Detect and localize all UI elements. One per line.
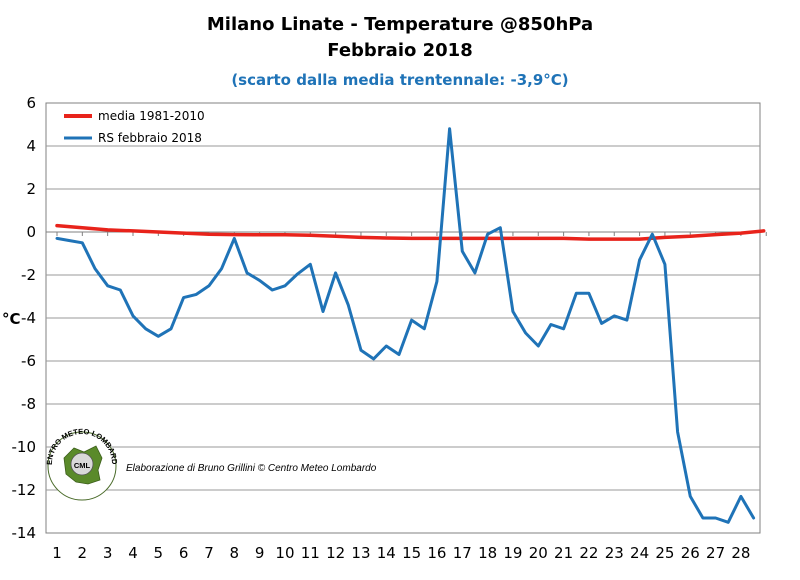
x-tick-label: 19 [503, 544, 522, 562]
x-tick-label: 5 [154, 544, 164, 562]
x-tick-label: 23 [605, 544, 624, 562]
x-tick-label: 15 [402, 544, 421, 562]
x-tick-label: 14 [377, 544, 396, 562]
y-tick-label: -12 [12, 481, 37, 499]
x-tick-label: 28 [731, 544, 750, 562]
x-axis-tick-labels: 1 2 3 4 5 6 7 8 9 10 11 12 13 14 15 16 17 18 19 20 21 22 23 24 2… [52, 544, 750, 562]
y-tick-label: 6 [26, 94, 36, 112]
x-tick-label: 27 [706, 544, 725, 562]
credit-text: Elaborazione di Bruno Grillini © Centro … [126, 463, 377, 474]
chart-title-line2: Febbraio 2018 [327, 40, 472, 61]
x-tick-label: 6 [179, 544, 189, 562]
legend-label-rs: RS febbraio 2018 [98, 131, 202, 145]
y-tick-label: -4 [21, 309, 36, 327]
legend: media 1981-2010 RS febbraio 2018 [64, 109, 205, 145]
x-tick-label: 18 [478, 544, 497, 562]
y-tick-label: 0 [26, 223, 36, 241]
x-tick-label: 24 [630, 544, 649, 562]
x-tick-label: 26 [681, 544, 700, 562]
x-tick-label: 2 [78, 544, 88, 562]
chart-title: Milano Linate - Temperature @850hPa [207, 14, 593, 35]
x-tick-label: 7 [204, 544, 214, 562]
x-tick-label: 21 [554, 544, 573, 562]
series-line-media [55, 223, 766, 241]
x-tick-label: 20 [529, 544, 548, 562]
x-tick-label: 25 [655, 544, 674, 562]
x-tick-label: 9 [255, 544, 265, 562]
logo-initials: CML [74, 461, 91, 470]
x-tick-label: 22 [579, 544, 598, 562]
y-axis-ticks: 6 4 2 0 -2 -4 -6 -8 -10 -12 -14 [12, 94, 37, 542]
y-tick-label: -8 [21, 395, 36, 413]
x-tick-label: 13 [351, 544, 370, 562]
y-tick-label: 4 [26, 137, 36, 155]
y-tick-label: -14 [12, 524, 37, 542]
y-tick-label: -2 [21, 266, 36, 284]
x-tick-label: 11 [301, 544, 320, 562]
legend-label-media: media 1981-2010 [98, 109, 205, 123]
x-tick-label: 1 [52, 544, 62, 562]
x-tick-label: 10 [275, 544, 294, 562]
chart-subtitle: (scarto dalla media trentennale: -3,9°C) [231, 71, 568, 89]
series-lines [55, 127, 766, 524]
series-line-rs [55, 127, 756, 524]
y-tick-label: -10 [12, 438, 37, 456]
x-tick-label: 4 [128, 544, 138, 562]
y-tick-label: -6 [21, 352, 36, 370]
x-tick-label: 17 [453, 544, 472, 562]
x-tick-label: 16 [427, 544, 446, 562]
x-tick-label: 3 [103, 544, 113, 562]
y-axis-label: °C [2, 310, 21, 328]
x-tick-label: 8 [230, 544, 240, 562]
x-tick-label: 12 [326, 544, 345, 562]
grid-lines [46, 145, 760, 491]
y-tick-label: 2 [26, 180, 36, 198]
logo-globe-icon [70, 452, 94, 476]
